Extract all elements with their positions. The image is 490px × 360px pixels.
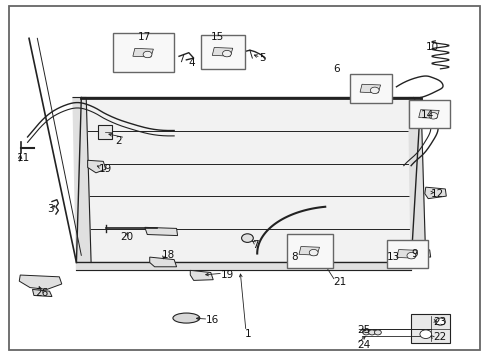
Circle shape <box>363 330 369 335</box>
Text: 11: 11 <box>16 153 29 163</box>
Text: 9: 9 <box>411 248 418 258</box>
Circle shape <box>370 87 379 94</box>
Polygon shape <box>76 262 411 270</box>
Polygon shape <box>415 248 431 257</box>
Polygon shape <box>19 275 62 289</box>
Polygon shape <box>360 84 381 93</box>
Polygon shape <box>76 98 421 262</box>
Text: 22: 22 <box>433 332 446 342</box>
Text: 16: 16 <box>206 315 219 325</box>
Text: 7: 7 <box>252 239 259 249</box>
Circle shape <box>407 252 416 259</box>
Polygon shape <box>299 247 319 255</box>
Text: 3: 3 <box>47 204 54 214</box>
Text: 19: 19 <box>98 164 112 174</box>
Text: 15: 15 <box>211 32 224 41</box>
Polygon shape <box>212 48 233 56</box>
Text: 14: 14 <box>421 111 434 121</box>
Circle shape <box>374 330 381 335</box>
Polygon shape <box>145 227 177 235</box>
Ellipse shape <box>173 313 200 323</box>
Polygon shape <box>190 270 213 280</box>
Text: 13: 13 <box>387 252 400 262</box>
Text: 4: 4 <box>189 58 196 68</box>
Polygon shape <box>150 257 176 267</box>
Bar <box>113 33 174 72</box>
Circle shape <box>420 330 432 338</box>
Text: 17: 17 <box>138 32 151 41</box>
Circle shape <box>368 330 375 335</box>
Bar <box>287 234 333 268</box>
Text: 2: 2 <box>116 136 122 145</box>
Text: 10: 10 <box>426 42 439 52</box>
Text: 25: 25 <box>357 325 370 335</box>
Polygon shape <box>32 289 52 297</box>
Circle shape <box>143 51 152 58</box>
Text: 26: 26 <box>35 288 48 298</box>
Bar <box>98 125 112 139</box>
Text: 21: 21 <box>333 277 346 287</box>
Text: 6: 6 <box>333 64 340 74</box>
Bar <box>350 74 392 103</box>
Text: 23: 23 <box>433 317 446 327</box>
Polygon shape <box>397 249 417 258</box>
Bar <box>409 100 450 128</box>
Text: 8: 8 <box>292 252 298 262</box>
Text: 5: 5 <box>260 53 266 63</box>
Polygon shape <box>411 315 450 343</box>
Text: 18: 18 <box>162 250 175 260</box>
Polygon shape <box>133 48 153 57</box>
Polygon shape <box>88 160 106 173</box>
Circle shape <box>309 249 318 256</box>
Text: 19: 19 <box>220 270 234 280</box>
Text: 20: 20 <box>121 232 134 242</box>
Polygon shape <box>409 98 426 262</box>
Text: 24: 24 <box>357 340 370 350</box>
Polygon shape <box>418 110 439 118</box>
Bar <box>387 240 428 268</box>
Circle shape <box>242 234 253 242</box>
Circle shape <box>436 318 445 325</box>
Polygon shape <box>425 187 446 199</box>
Text: 1: 1 <box>245 329 252 339</box>
Bar <box>201 35 245 69</box>
Polygon shape <box>73 98 91 262</box>
Text: 12: 12 <box>431 189 444 199</box>
Circle shape <box>222 50 231 57</box>
Circle shape <box>429 113 438 119</box>
